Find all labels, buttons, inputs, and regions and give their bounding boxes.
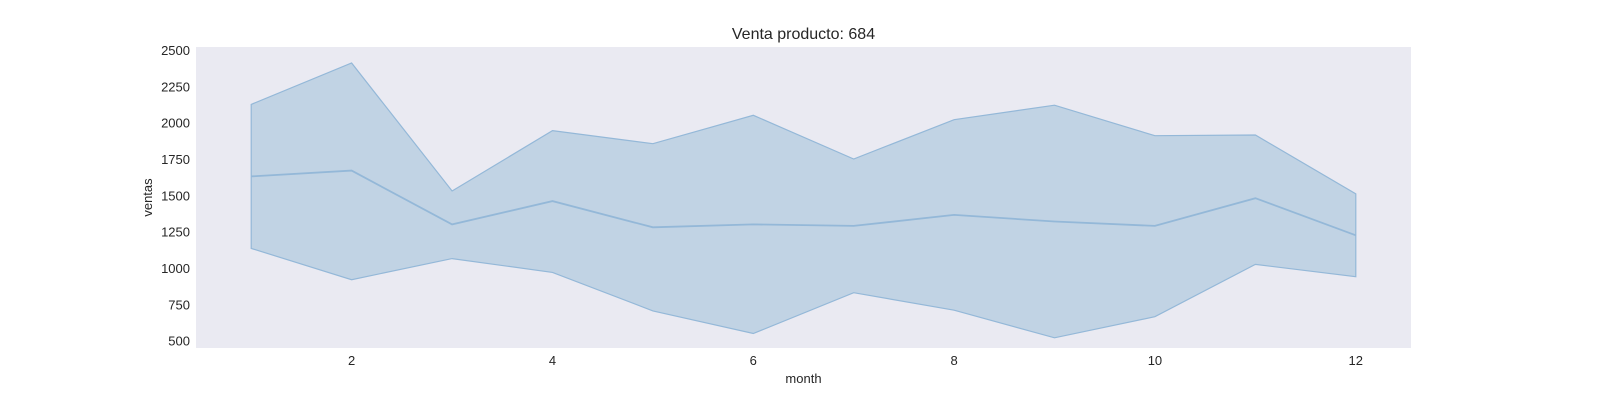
- x-axis-label: month: [785, 371, 821, 386]
- y-tick-label: 750: [168, 297, 190, 312]
- x-tick-label: 4: [549, 353, 556, 368]
- chart-title: Venta producto: 684: [732, 26, 875, 43]
- y-tick-label: 1750: [161, 152, 190, 167]
- y-tick-label: 2250: [161, 79, 190, 94]
- y-axis-label: ventas: [140, 178, 155, 217]
- y-tick-label: 500: [168, 334, 190, 349]
- mean-line: [251, 169, 1357, 237]
- x-tick-label: 10: [1148, 353, 1162, 368]
- confidence-band: [250, 62, 1357, 339]
- y-tick-label: 1000: [161, 261, 190, 276]
- x-tick-label: 8: [951, 353, 958, 368]
- x-tick-label: 6: [750, 353, 757, 368]
- y-tick-label: 1250: [161, 225, 190, 240]
- y-tick-label: 2500: [161, 43, 190, 58]
- x-tick-label: 2: [348, 353, 355, 368]
- x-tick-label: 12: [1349, 353, 1363, 368]
- y-tick-label: 1500: [161, 188, 190, 203]
- y-tick-label: 2000: [161, 116, 190, 131]
